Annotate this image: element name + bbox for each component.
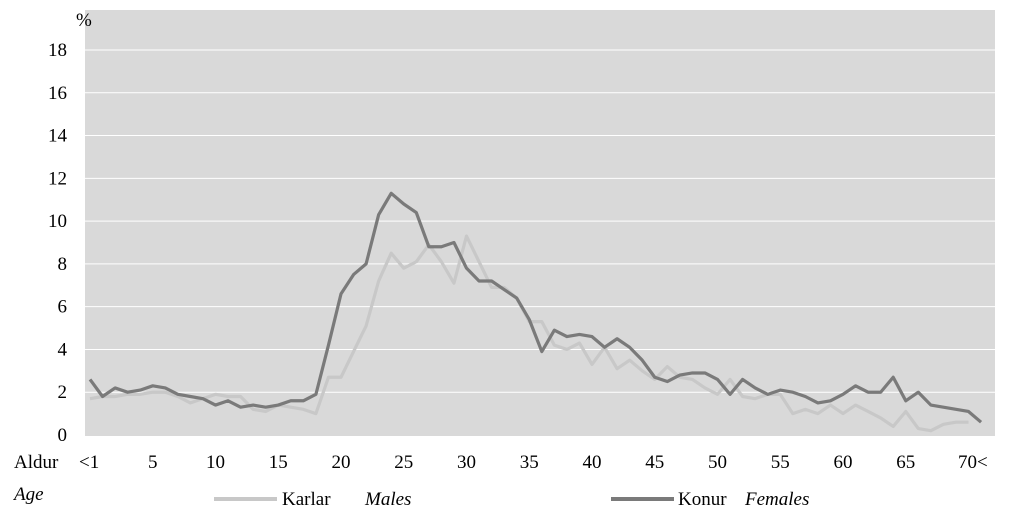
series-line-females: [88, 191, 983, 424]
x-tick-label: <1: [79, 452, 99, 473]
x-tick-label: 10: [206, 452, 225, 473]
y-tick-label: 4: [58, 339, 68, 360]
x-tick-label: 15: [269, 452, 288, 473]
legend-label-males-en: Males: [364, 489, 411, 510]
x-tick-label: 30: [457, 452, 476, 473]
legend-label-females: Konur: [678, 489, 727, 510]
y-tick-label: 2: [58, 382, 68, 403]
x-tick-label: 70<: [958, 452, 988, 473]
x-tick-labels: <1 5 10 15 20 25 30 35 40 45 50 55 60 65 70<: [79, 452, 988, 473]
y-tick-label: 18: [48, 40, 67, 61]
y-tick-label: 6: [58, 297, 68, 318]
x-tick-label: 35: [520, 452, 539, 473]
x-tick-label: 40: [583, 452, 602, 473]
x-tick-label: 55: [771, 452, 790, 473]
y-tick-labels: 0 2 4 6 8 10 12 14 16 18: [48, 40, 68, 446]
x-tick-label: 50: [708, 452, 727, 473]
plot-area: [85, 10, 995, 436]
x-axis-label-secondary: Age: [12, 484, 44, 505]
x-tick-label: 45: [645, 452, 664, 473]
x-tick-label: 65: [896, 452, 915, 473]
x-axis-label-primary: Aldur: [14, 452, 59, 473]
y-tick-label: 12: [48, 168, 67, 189]
y-tick-label: 10: [48, 211, 67, 232]
y-tick-label: 16: [48, 83, 67, 104]
x-tick-label: 20: [332, 452, 351, 473]
x-tick-label: 25: [394, 452, 413, 473]
series-lines: [88, 191, 983, 433]
y-tick-label: 0: [58, 425, 68, 446]
legend: Karlar Males Konur Females: [214, 489, 809, 510]
x-tick-label: 60: [834, 452, 853, 473]
legend-label-males: Karlar: [282, 489, 331, 510]
y-unit-label: %: [76, 10, 92, 31]
legend-label-females-en: Females: [744, 489, 809, 510]
gridlines: [85, 49, 995, 393]
x-tick-label: 5: [148, 452, 158, 473]
y-tick-label: 14: [48, 126, 68, 147]
y-tick-label: 8: [58, 254, 68, 275]
